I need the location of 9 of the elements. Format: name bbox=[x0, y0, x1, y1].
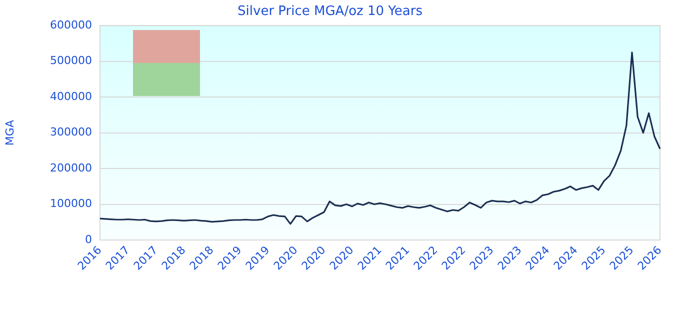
y-tick-label: 100000 bbox=[50, 197, 92, 210]
y-tick-label: 500000 bbox=[50, 54, 92, 68]
y-tick-label: 400000 bbox=[50, 90, 92, 103]
y-tick-label: 300000 bbox=[50, 126, 92, 139]
chart-title: Silver Price MGA/oz 10 Years bbox=[238, 4, 423, 20]
y-tick-label: 200000 bbox=[50, 161, 92, 174]
y-tick-label: 0 bbox=[85, 232, 92, 246]
y-axis-title: MGA bbox=[3, 120, 16, 146]
y-tick-label: 600000 bbox=[50, 18, 92, 32]
